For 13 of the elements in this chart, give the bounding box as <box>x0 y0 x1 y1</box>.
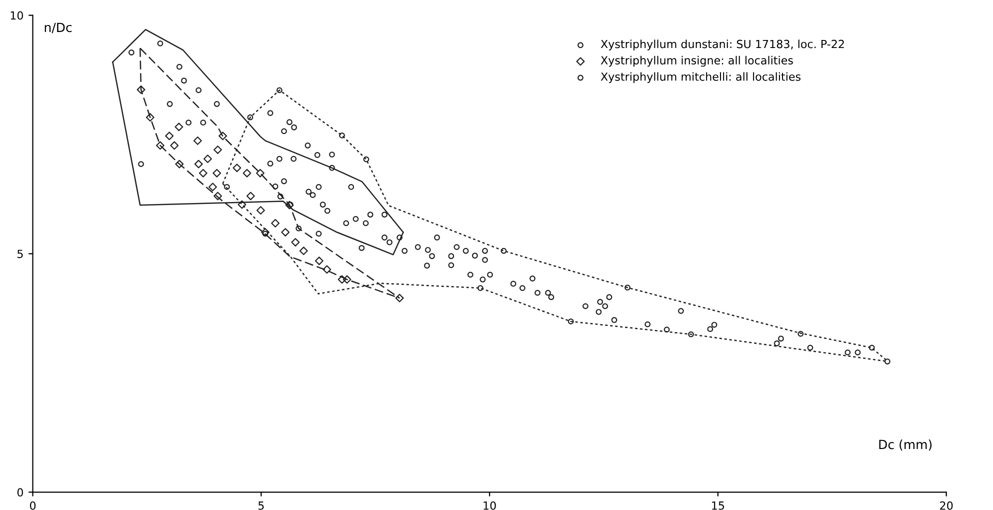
x-tick-label: 0 <box>30 501 36 510</box>
x-tick-label: 10 <box>484 501 496 510</box>
y-axis-title: n/Dc <box>44 22 72 34</box>
x-axis-title: Dc (mm) <box>879 440 932 451</box>
legend-label: Xystriphyllum dunstani: SU 17183, loc. P-22 <box>600 40 844 50</box>
x-tick-label: 15 <box>712 502 724 510</box>
y-tick-label: 5 <box>18 250 23 258</box>
x-tick-label: 5 <box>258 502 264 510</box>
x-tick-label: 20 <box>940 501 953 510</box>
y-tick-label: 0 <box>17 488 24 497</box>
legend-label: Xystriphyllum mitchelli: all localities <box>600 72 801 83</box>
legend-label: Xystriphyllum insigne: all localities <box>600 56 793 67</box>
y-tick-label: 10 <box>10 11 24 20</box>
